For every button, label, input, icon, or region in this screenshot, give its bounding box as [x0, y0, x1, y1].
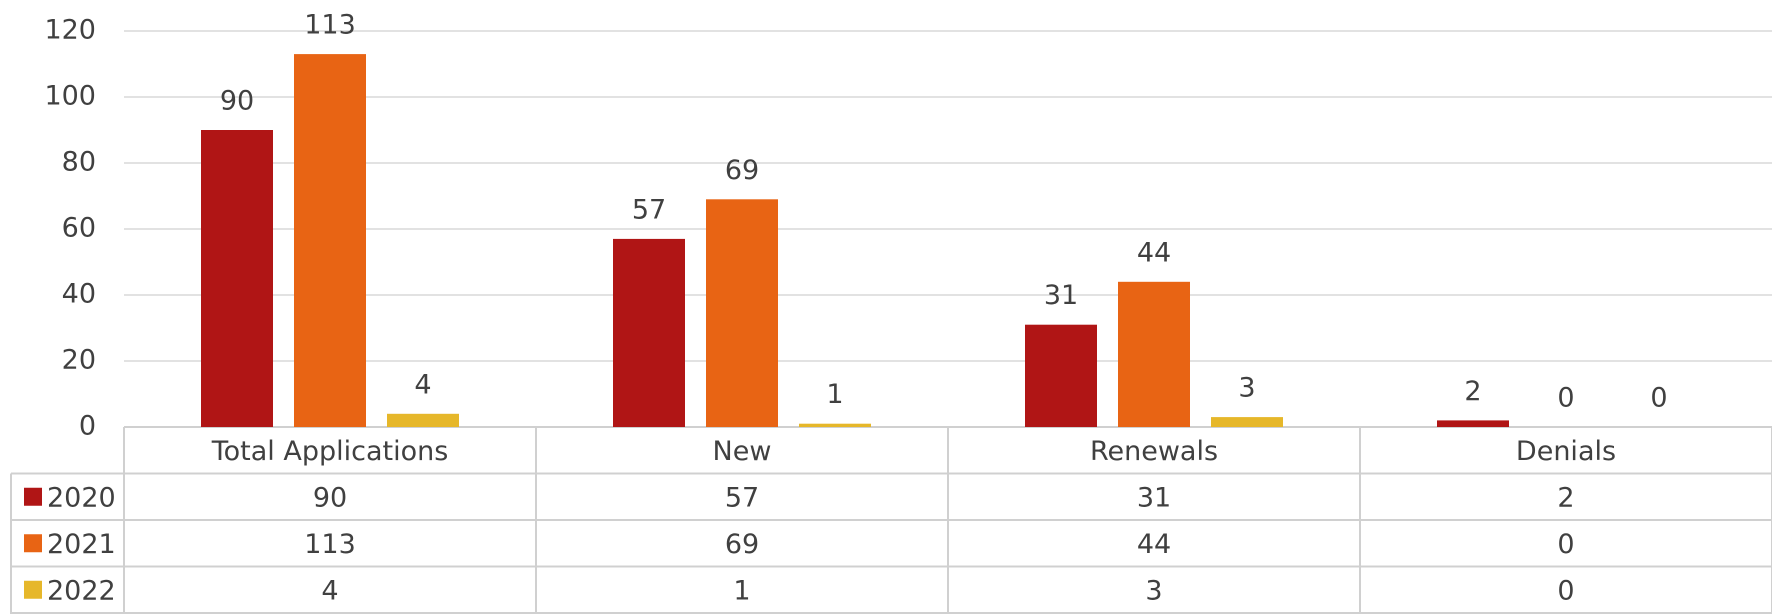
- bar: [613, 238, 685, 427]
- y-tick-label: 60: [62, 213, 96, 244]
- x-tick-label: New: [713, 436, 772, 467]
- legend-label: 2022: [47, 575, 116, 606]
- legend-swatch: [24, 580, 42, 599]
- bar: [1437, 420, 1509, 427]
- table-cell: 113: [304, 529, 356, 560]
- table-cell: 31: [1137, 482, 1171, 513]
- data-label: 3: [1238, 373, 1255, 404]
- data-label: 0: [1650, 383, 1667, 414]
- bar: [1211, 417, 1283, 427]
- table-cell: 57: [725, 482, 759, 513]
- data-label: 0: [1557, 383, 1574, 414]
- data-label: 2: [1464, 376, 1481, 407]
- data-label: 90: [220, 86, 254, 117]
- bar: [1118, 281, 1190, 427]
- table-cell: 0: [1557, 529, 1574, 560]
- y-tick-label: 120: [44, 15, 96, 46]
- table-cell: 2: [1557, 482, 1574, 513]
- table-cell: 90: [313, 482, 347, 513]
- x-tick-label: Denials: [1516, 436, 1616, 467]
- data-label: 57: [632, 194, 666, 225]
- data-label: 1: [826, 379, 843, 410]
- data-label: 113: [304, 10, 356, 41]
- table-cell: 4: [321, 575, 338, 606]
- data-label: 69: [725, 155, 759, 186]
- legend-label: 2021: [47, 529, 116, 560]
- table-cell: 44: [1137, 529, 1171, 560]
- x-tick-label: Renewals: [1090, 436, 1218, 467]
- data-label: 4: [414, 369, 431, 400]
- table-cell: 3: [1145, 575, 1162, 606]
- legend-label: 2020: [47, 482, 116, 513]
- table-cell: 1: [733, 575, 750, 606]
- bar: [799, 423, 871, 427]
- legend-swatch: [24, 534, 42, 553]
- bar: [294, 54, 366, 427]
- bar: [706, 199, 778, 427]
- y-tick-label: 20: [62, 345, 96, 376]
- data-label: 44: [1137, 237, 1171, 268]
- bar: [1025, 324, 1097, 427]
- x-tick-label: Total Applications: [211, 436, 449, 467]
- table-cell: 69: [725, 529, 759, 560]
- y-tick-label: 40: [62, 279, 96, 310]
- y-tick-label: 80: [62, 147, 96, 178]
- y-tick-label: 0: [79, 411, 96, 442]
- bar: [387, 413, 459, 427]
- data-label: 31: [1044, 280, 1078, 311]
- table-cell: 0: [1557, 575, 1574, 606]
- legend-swatch: [24, 487, 42, 506]
- y-tick-label: 100: [44, 81, 96, 112]
- bar: [201, 130, 273, 427]
